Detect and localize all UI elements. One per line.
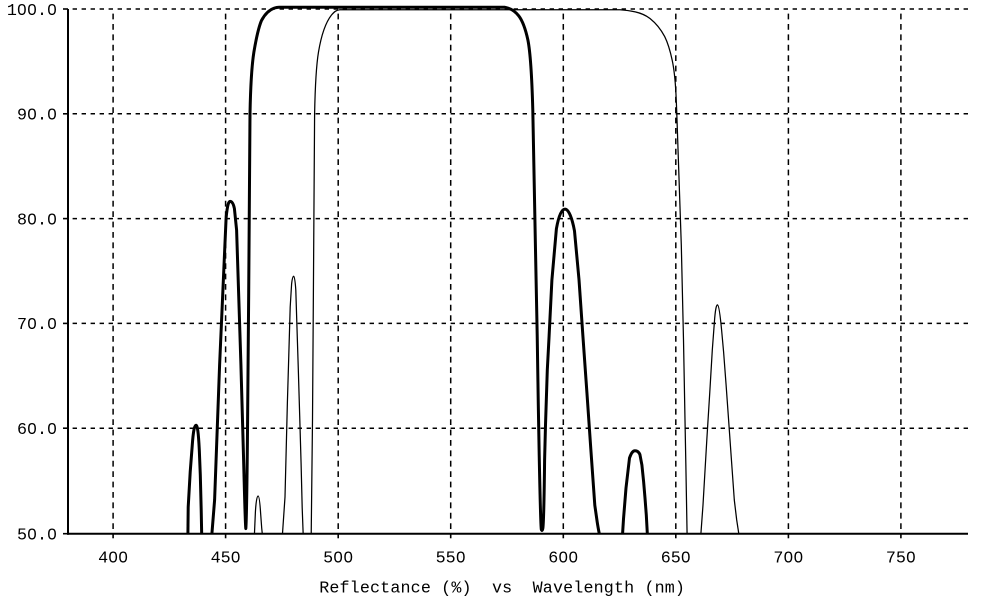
svg-text:450: 450 [211, 550, 241, 569]
svg-text:100.0: 100.0 [7, 2, 57, 21]
svg-text:90.0: 90.0 [17, 107, 57, 126]
svg-text:60.0: 60.0 [17, 421, 57, 440]
svg-text:Reflectance (%) vs Wavelengt: Reflectance (%) vs Wavelength (nm) [319, 580, 685, 599]
svg-text:600: 600 [548, 550, 578, 569]
svg-text:80.0: 80.0 [17, 211, 57, 230]
svg-text:650: 650 [661, 550, 691, 569]
svg-text:750: 750 [886, 550, 916, 569]
svg-text:700: 700 [773, 550, 803, 569]
svg-text:50.0: 50.0 [17, 527, 57, 546]
svg-text:500: 500 [323, 550, 353, 569]
svg-text:70.0: 70.0 [17, 316, 57, 335]
svg-text:550: 550 [436, 550, 466, 569]
svg-text:400: 400 [98, 550, 128, 569]
